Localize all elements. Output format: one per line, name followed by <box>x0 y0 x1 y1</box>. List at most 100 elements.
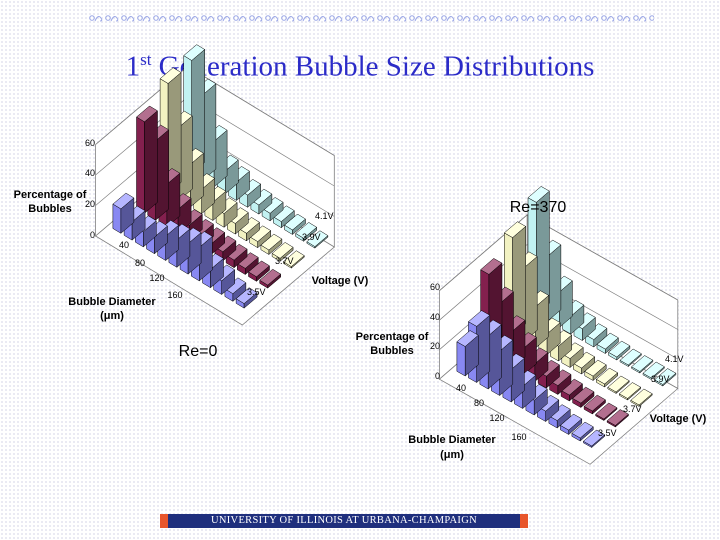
series-label: 3.5V <box>598 428 617 438</box>
bar <box>561 342 584 369</box>
x-tick-label: 120 <box>489 413 504 423</box>
bar <box>595 402 618 422</box>
bar-top-face <box>619 348 642 366</box>
gridline <box>439 243 678 330</box>
z-tick-label: 0 <box>90 230 95 240</box>
x-axis-label: Bubble Diameter <box>408 434 496 446</box>
x-tick-label: 160 <box>511 432 526 442</box>
bar <box>642 361 665 381</box>
series-label: 3.5V <box>247 287 266 297</box>
bar <box>573 312 596 342</box>
bar <box>236 252 259 276</box>
x-tick-label: 40 <box>119 240 129 250</box>
bar-top-face <box>259 268 282 286</box>
z-tick-label: 0 <box>435 371 440 381</box>
bar-top-face <box>595 367 619 385</box>
series-label: 3.9V <box>302 232 321 242</box>
y-axis-label: Voltage (V) <box>312 275 369 287</box>
bar-side-face <box>144 110 158 214</box>
bar <box>619 348 642 368</box>
bar <box>559 413 583 436</box>
bar-top-face <box>607 375 630 393</box>
bar <box>235 287 258 309</box>
bar <box>548 404 571 429</box>
z-axis-label: Percentage of <box>356 331 429 343</box>
decorative-border <box>88 11 654 25</box>
bar <box>560 378 583 402</box>
x-tick-label: 160 <box>167 290 182 300</box>
bar-top-face <box>159 67 182 84</box>
bar-top-face <box>282 250 305 267</box>
bar <box>618 382 642 401</box>
bar <box>259 268 282 289</box>
z-axis-label: Percentage of <box>14 189 87 201</box>
bar-top-face <box>642 361 665 379</box>
bar-side-face <box>547 244 562 322</box>
z-tick-label: 20 <box>85 199 95 209</box>
bar-top-face <box>608 340 631 358</box>
bar <box>282 250 305 269</box>
bar-top-face <box>583 394 606 412</box>
chart-re370: 0 20 40 60 40 80 120 160 3.5V 3.7V 3.9V 4.1V Percent… <box>356 186 707 465</box>
bar <box>224 277 247 302</box>
bar-top-face <box>527 186 550 203</box>
bar <box>295 222 318 242</box>
title-ordinal: 1 <box>125 50 141 83</box>
title-text: Generation Bubble Size Distributions <box>158 50 595 83</box>
z-axis-label-line2: Bubbles <box>370 345 413 357</box>
z-tick-label: 60 <box>85 138 95 148</box>
x-tick-label: 80 <box>474 398 484 408</box>
series-label: 3.7V <box>623 404 642 414</box>
z-tick-label: 60 <box>430 282 440 292</box>
bar-top-face <box>306 230 329 247</box>
bar-top-face <box>630 388 653 406</box>
x-axis-label: Bubble Diameter <box>68 296 156 308</box>
panel-label: Re=0 <box>179 343 218 360</box>
bar <box>654 368 677 387</box>
z-axis-label-line2: Bubbles <box>28 203 71 215</box>
x-tick-label: 120 <box>149 273 164 283</box>
bar <box>595 367 619 388</box>
bar <box>571 421 594 442</box>
panel-label: Re=370 <box>510 199 567 216</box>
bar-top-face <box>467 310 491 327</box>
bar-top-face <box>112 192 135 210</box>
bar <box>271 242 294 262</box>
x-tick-label: 80 <box>135 258 145 268</box>
bar <box>572 386 595 409</box>
bar-top-face <box>295 222 318 239</box>
y-axis-label: Voltage (V) <box>650 413 707 425</box>
bar-top-face <box>480 258 503 275</box>
bar-top-face <box>606 409 629 426</box>
bar-top-face <box>271 242 294 259</box>
x-tick-label: 40 <box>456 383 466 393</box>
bar-front-face <box>136 116 145 214</box>
series-label: 4.1V <box>315 211 334 221</box>
series-label: 4.1V <box>665 354 684 364</box>
bar <box>249 225 272 249</box>
z-tick-label: 40 <box>430 312 440 322</box>
bar <box>306 230 329 249</box>
series-label: 3.9V <box>651 374 670 384</box>
bar <box>607 375 630 395</box>
bar <box>584 359 607 382</box>
bar-front-face <box>112 203 122 234</box>
bar-top-face <box>183 44 206 61</box>
x-axis-label-unit: (μm) <box>100 310 124 322</box>
bar-top-face <box>618 382 642 399</box>
x-axis-label-unit: (μm) <box>440 449 464 461</box>
bar <box>238 217 260 242</box>
bar-side-face <box>476 314 491 384</box>
series-label: 3.7V <box>275 256 294 266</box>
bar-front-face <box>456 341 466 377</box>
bar <box>631 355 654 374</box>
university-footer: UNIVERSITY OF ILLINOIS AT URBANA-CHAMPAI… <box>160 514 528 528</box>
bar <box>596 332 619 355</box>
z-tick-label: 20 <box>430 341 440 351</box>
bar-top-face <box>503 221 527 238</box>
bar-top-face <box>595 402 618 420</box>
bar <box>585 323 608 348</box>
bar <box>272 205 295 229</box>
bar-top-face <box>631 355 654 372</box>
